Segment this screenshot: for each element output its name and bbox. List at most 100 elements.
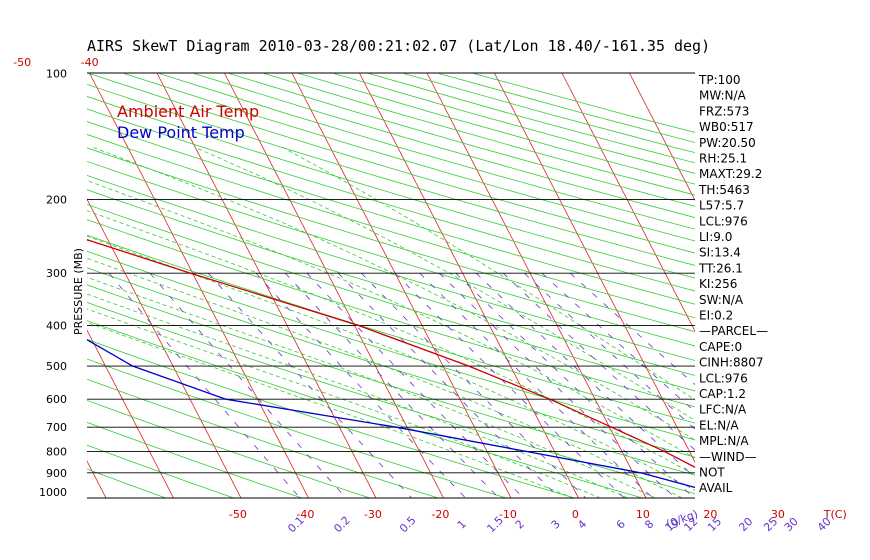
dry-adiabat-line xyxy=(87,421,304,498)
ambient-temp-point xyxy=(87,239,89,241)
mixing-ratio-label: 0.2 xyxy=(331,514,353,536)
isotherm-line xyxy=(629,73,695,202)
index-item: EI:0.2 xyxy=(699,309,733,323)
moist-adiabat-line xyxy=(87,257,684,498)
x-top-tick-label: -40 xyxy=(81,56,99,69)
moist-adiabat-line xyxy=(92,146,695,441)
y-tick-label: 700 xyxy=(46,421,67,434)
isotherm-line xyxy=(87,460,107,498)
dewpoint-line xyxy=(87,338,695,489)
index-item: CAP:1.2 xyxy=(699,387,746,401)
index-item: TH:5463 xyxy=(698,183,750,197)
y-axis-label: PRESSURE (MB) xyxy=(72,248,85,335)
ambient-temp-point xyxy=(549,398,551,400)
isotherm-line xyxy=(494,73,695,463)
y-tick-label: 300 xyxy=(46,267,67,280)
index-item: AVAIL xyxy=(699,481,733,495)
moist-adiabat-line xyxy=(87,180,695,459)
index-item: LCL:976 xyxy=(699,371,748,385)
ambient-temp-point xyxy=(610,426,613,428)
dry-adiabat-line xyxy=(87,219,695,408)
isotherm-line xyxy=(224,73,444,498)
x-top-tick-label: -50 xyxy=(13,56,31,69)
mixing-ratio-line xyxy=(524,272,695,430)
dry-adiabat-line xyxy=(87,302,695,495)
mixing-ratio-label: 20 xyxy=(736,515,755,534)
dry-adiabat-line xyxy=(87,204,695,392)
mixing-ratio-line xyxy=(570,272,695,386)
dry-adiabat-line xyxy=(193,73,695,218)
index-item: KI:256 xyxy=(699,277,737,291)
x-bottom-tick-label: -30 xyxy=(364,508,382,521)
isotherm-line xyxy=(561,73,695,333)
dry-adiabat-line xyxy=(87,267,695,458)
index-item: TT:26.1 xyxy=(698,261,743,275)
mixing-ratio-label: 4 xyxy=(575,517,589,531)
series-lines xyxy=(87,239,746,493)
dewpoint-point xyxy=(225,398,227,400)
dry-adiabat-line xyxy=(89,73,695,254)
x-bottom-tick-label: 20 xyxy=(703,508,717,521)
index-item: LCL:976 xyxy=(699,214,748,228)
dewpoint-point xyxy=(131,365,134,367)
mixing-ratio-label: 1 xyxy=(455,517,469,531)
index-item: EL:N/A xyxy=(699,418,739,432)
isotherm-line xyxy=(87,198,242,498)
mixing-ratio-line xyxy=(255,272,467,498)
dry-adiabat-line xyxy=(263,73,695,196)
index-item: MAXT:29.2 xyxy=(699,167,762,181)
mixing-ratio-label: 2 xyxy=(513,517,527,531)
index-item: MPL:N/A xyxy=(699,434,749,448)
index-item: LI:9.0 xyxy=(699,230,732,244)
y-tick-label: 600 xyxy=(46,393,67,406)
dry-adiabat-line xyxy=(87,234,695,424)
x-bottom-tick-label: -20 xyxy=(431,508,449,521)
dry-adiabat-line xyxy=(438,73,695,143)
dry-adiabat-line xyxy=(87,320,645,498)
mixing-ratio-line xyxy=(439,272,677,498)
dry-adiabat-line xyxy=(87,378,440,498)
index-item: FRZ:573 xyxy=(699,104,749,118)
isotherm-line xyxy=(0,74,40,501)
dry-adiabat-line xyxy=(87,339,576,498)
dry-adiabat-line xyxy=(87,399,372,498)
dry-adiabat-line xyxy=(87,468,167,498)
y-tick-label: 800 xyxy=(46,445,67,458)
index-item: CINH:8807 xyxy=(699,356,764,370)
mixing-ratio-label: 6 xyxy=(614,517,628,531)
dry-adiabat-line xyxy=(87,358,508,498)
isobars: 100 200 300 400 500 600 700 800 900 1000 xyxy=(39,68,695,499)
index-item: NOT xyxy=(699,466,725,480)
index-item: LFC:N/A xyxy=(699,403,747,417)
mixing-ratio-label: 0.5 xyxy=(397,514,419,536)
index-item: MW:N/A xyxy=(699,89,747,103)
y-tick-label: 1000 xyxy=(39,486,67,499)
index-item: SW:N/A xyxy=(699,293,744,307)
dry-adiabat-line xyxy=(87,121,695,305)
x-bottom-tick-label: 0 xyxy=(572,508,579,521)
mixing-ratio-line xyxy=(361,272,587,498)
dry-adiabat-line xyxy=(158,73,695,230)
index-item: CAPE:0 xyxy=(699,340,742,354)
y-tick-label: 500 xyxy=(46,360,67,373)
mixing-ratio-label: 3 xyxy=(549,517,563,531)
legend-ambient: Ambient Air Temp xyxy=(117,102,259,121)
mixing-ratio-line xyxy=(208,272,413,498)
mixing-ratio-line xyxy=(455,272,695,498)
dry-adiabat-line xyxy=(87,250,695,441)
ambient-temp-point xyxy=(744,491,746,493)
x-bottom-tick-label: 30 xyxy=(771,508,785,521)
x-bottom-tick-label: 10 xyxy=(636,508,650,521)
ambient-temp-point xyxy=(467,365,470,367)
mixing-ratio-line xyxy=(502,272,695,451)
isotherm-line xyxy=(87,329,174,498)
dewpoint-point xyxy=(395,426,397,428)
mixing-ratio-line xyxy=(419,272,654,498)
mixing-ratio-line xyxy=(541,272,695,413)
legend-dewpoint: Dew Point Temp xyxy=(117,123,245,142)
isotherm-line xyxy=(89,73,309,498)
chart-title: AIRS SkewT Diagram 2010-03-28/00:21:02.0… xyxy=(87,37,710,55)
dewpoint-point xyxy=(525,450,527,453)
x-bottom-tick-label: -50 xyxy=(229,508,247,521)
